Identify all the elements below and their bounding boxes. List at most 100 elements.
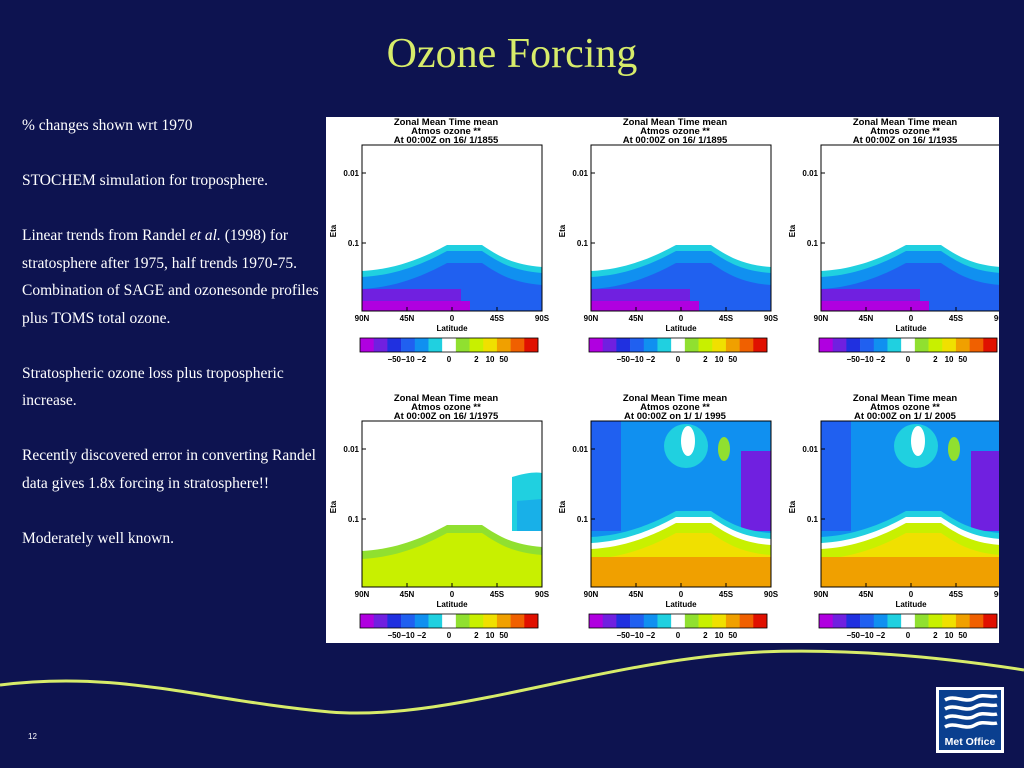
colorbar-segment: [455, 338, 470, 352]
paragraph-loss-increase: Stratospheric ozone loss plus tropospher…: [22, 364, 284, 410]
decorative-wave: [0, 649, 1024, 715]
colorbar-label: 50: [958, 355, 967, 364]
colorbar-label: −2: [646, 631, 656, 640]
x-tick-label: 45N: [400, 590, 415, 599]
colorbar-label: 10: [486, 355, 495, 364]
paragraph-error: Recently discovered error in converting …: [22, 447, 316, 492]
field-magenta: [591, 301, 699, 311]
x-axis-label: Latitude: [436, 324, 468, 333]
colorbar-frame: [818, 613, 998, 629]
x-tick-label: 45N: [400, 314, 415, 323]
colorbar-label: 0: [447, 631, 452, 640]
colorbar-segment: [725, 614, 740, 628]
colorbar-label: 10: [715, 631, 724, 640]
colorbar-segment: [496, 614, 511, 628]
colorbar-segment: [589, 614, 603, 628]
colorbar-label: 0: [447, 355, 452, 364]
colorbar-segment: [442, 338, 457, 352]
y-axis-label: Eta: [558, 500, 567, 513]
field-orange: [591, 557, 771, 587]
x-tick-label: 90S: [764, 590, 779, 599]
field-north-loss: [591, 421, 621, 531]
colorbar-segment: [846, 614, 861, 628]
colorbar-segment: [483, 614, 498, 628]
colorbar-segment: [630, 614, 645, 628]
colorbar-segment: [510, 338, 525, 352]
panel-title: Zonal Mean Time mean: [623, 393, 728, 404]
colorbar-segment: [955, 614, 970, 628]
x-axis-label: Latitude: [895, 324, 927, 333]
colorbar-segment: [846, 338, 861, 352]
randel-text-pre: Linear trends from Randel: [22, 227, 190, 244]
colorbar-segment: [630, 338, 645, 352]
x-tick-label: 90N: [584, 314, 599, 323]
colorbar-segment: [753, 338, 768, 352]
y-tick-label: 0.01: [572, 169, 588, 178]
y-tick-label: 0.1: [577, 515, 589, 524]
field-green-top: [718, 437, 730, 461]
colorbar-label: 2: [933, 631, 938, 640]
x-tick-label: 90N: [814, 314, 829, 323]
y-tick-label: 0.01: [343, 169, 359, 178]
y-tick-label: 0.01: [343, 445, 359, 454]
colorbar-segment: [643, 338, 658, 352]
colorbar-label: 2: [933, 355, 938, 364]
colorbar-label: −10: [630, 355, 644, 364]
x-tick-label: 0: [450, 590, 455, 599]
paragraph-known: Moderately well known.: [22, 529, 174, 547]
colorbar-frame: [818, 337, 998, 353]
panel-time-label: At 00:00Z on 16/ 1/1935: [853, 135, 958, 146]
field-magenta: [362, 301, 470, 311]
y-axis-label: Eta: [329, 224, 338, 237]
colorbar-label: −50: [846, 631, 860, 640]
colorbar-label: 50: [728, 355, 737, 364]
colorbar-frame: [588, 337, 768, 353]
colorbar-segment: [469, 614, 484, 628]
colorbar-segment: [739, 338, 754, 352]
colorbar-segment: [684, 338, 699, 352]
colorbar-segment: [819, 614, 833, 628]
colorbar-label: 0: [906, 631, 911, 640]
x-tick-label: 0: [679, 590, 684, 599]
paragraph-randel-trends: Linear trends from Randel et al. (1998) …: [22, 222, 322, 332]
colorbar-segment: [753, 614, 768, 628]
colorbar-segment: [496, 338, 511, 352]
colorbar-label: 0: [676, 355, 681, 364]
x-tick-label: 90S: [994, 314, 999, 323]
panel-subtitle: Atmos ozone **: [411, 402, 481, 413]
x-tick-label: 90S: [994, 590, 999, 599]
x-tick-label: 0: [679, 314, 684, 323]
y-tick-label: 0.01: [572, 445, 588, 454]
colorbar-segment: [819, 338, 833, 352]
field-green-top: [948, 437, 960, 461]
colorbar-label: 50: [728, 631, 737, 640]
colorbar-label: 0: [906, 355, 911, 364]
colorbar-frame: [359, 337, 539, 353]
colorbar-segment: [914, 338, 929, 352]
colorbar-label: −50: [387, 631, 401, 640]
y-axis-label: Eta: [329, 500, 338, 513]
x-tick-label: 45N: [859, 590, 874, 599]
colorbar-segment: [602, 338, 617, 352]
x-tick-label: 90S: [764, 314, 779, 323]
y-tick-label: 0.1: [807, 515, 819, 524]
panel-title: Zonal Mean Time mean: [394, 117, 499, 128]
colorbar-segment: [524, 614, 539, 628]
colorbar-label: 50: [499, 355, 508, 364]
y-tick-label: 0.01: [802, 169, 818, 178]
x-tick-label: 90S: [535, 590, 550, 599]
x-tick-label: 45S: [949, 314, 964, 323]
panel-title: Zonal Mean Time mean: [394, 393, 499, 404]
field-white-top: [681, 426, 695, 456]
colorbar-label: −50: [616, 355, 630, 364]
field-lightblue-south: [517, 499, 542, 531]
x-axis-label: Latitude: [665, 600, 697, 609]
colorbar-segment: [455, 614, 470, 628]
colorbar-label: −2: [417, 631, 427, 640]
colorbar-segment: [360, 338, 374, 352]
colorbar-label: −10: [401, 355, 415, 364]
colorbar-segment: [983, 614, 998, 628]
colorbar-label: −10: [401, 631, 415, 640]
